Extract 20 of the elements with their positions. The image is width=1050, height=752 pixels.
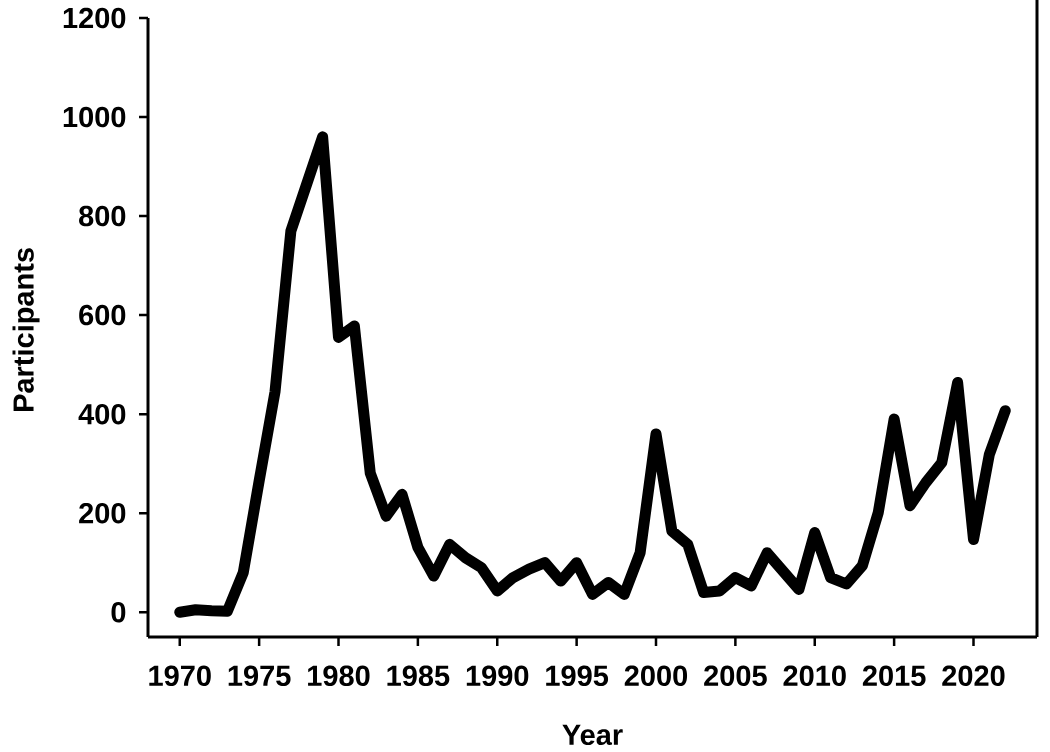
x-axis-title: Year	[562, 724, 623, 746]
x-tick-label: 2015	[862, 665, 926, 687]
y-tick-label: 1200	[63, 7, 126, 29]
y-tick-label: 600	[79, 304, 126, 326]
y-tick-label: 800	[79, 205, 126, 227]
x-tick-label: 1975	[228, 665, 291, 687]
y-tick-label: 0	[111, 601, 126, 623]
y-tick-label: 200	[79, 502, 126, 524]
x-tick-label: 1980	[308, 665, 370, 687]
x-tick-label: 2010	[783, 665, 846, 687]
x-tick-label: 2000	[624, 665, 688, 687]
y-axis-title: Participants	[12, 248, 40, 412]
x-tick-label: 1995	[546, 665, 609, 687]
x-tick-label: 1985	[387, 665, 450, 687]
x-tick-label: 1990	[466, 665, 529, 687]
x-tick-label: 2005	[704, 665, 767, 687]
x-tick-label: 1970	[149, 665, 211, 687]
y-tick-label: 400	[78, 403, 126, 425]
x-tick-label: 2020	[942, 665, 1005, 687]
y-tick-label: 1000	[63, 106, 126, 128]
